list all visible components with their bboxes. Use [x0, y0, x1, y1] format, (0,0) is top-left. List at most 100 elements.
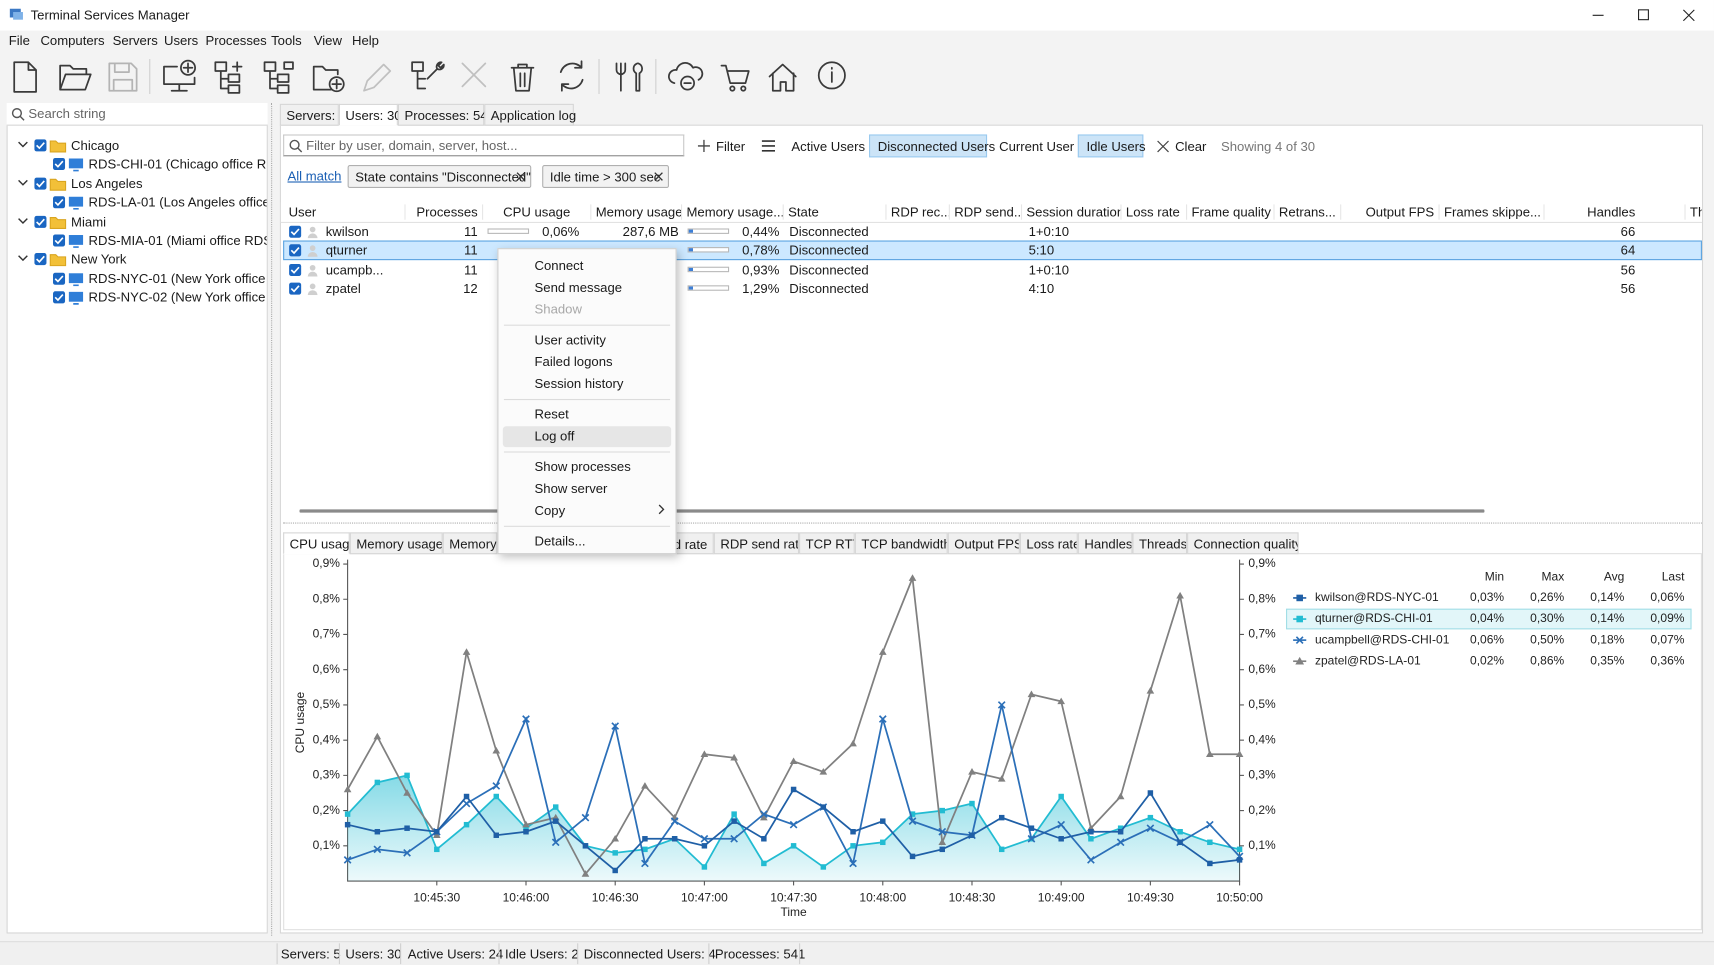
menu-item[interactable]: File — [8, 32, 30, 49]
tab[interactable]: Processes: 541 — [397, 103, 495, 126]
marker — [731, 818, 737, 824]
column-header[interactable]: RDP send... — [948, 204, 1021, 220]
chart-tab[interactable]: CPU usage — [283, 532, 350, 555]
current-user-button[interactable]: Current User — [999, 138, 1075, 155]
context-menu-item[interactable]: Connect — [534, 257, 584, 274]
checkbox[interactable] — [52, 158, 66, 171]
menu-item[interactable]: Processes — [205, 32, 267, 49]
tree-server[interactable]: RDS-NYC-02 (New York office - se — [88, 289, 267, 306]
chart-tab[interactable]: TCP bandwidth — [854, 532, 948, 555]
expand-arrow[interactable] — [17, 141, 28, 150]
panel-splitter[interactable] — [283, 522, 1702, 525]
disconnected-users-button[interactable]: Disconnected Users — [869, 134, 995, 158]
chart-tab[interactable]: Connection quality — [1187, 532, 1299, 555]
marker — [849, 739, 857, 747]
window-controls[interactable] — [1574, 0, 1714, 31]
idle-users-button[interactable]: Idle Users — [1077, 134, 1146, 158]
chart-tab[interactable]: Loss rate — [1019, 532, 1078, 555]
tab[interactable]: Servers: 5 — [279, 103, 346, 126]
chip-remove[interactable] — [654, 172, 664, 182]
tab[interactable]: Application log — [484, 103, 576, 126]
column-header[interactable]: Handles — [1543, 204, 1639, 220]
tree-server[interactable]: RDS-NYC-01 (New York office - pr — [88, 270, 267, 287]
context-menu-item[interactable]: User activity — [534, 332, 606, 348]
chart-tab[interactable]: Memory — [442, 532, 498, 555]
checkbox[interactable] — [34, 177, 47, 190]
chart-tab[interactable]: TCP RTT — [799, 532, 855, 555]
checkbox[interactable] — [289, 263, 302, 276]
match-mode-link[interactable]: All match — [287, 168, 342, 184]
context-menu-item[interactable]: Session history — [534, 376, 624, 392]
menu-item[interactable]: Users — [163, 32, 199, 49]
column-header[interactable]: Th — [1684, 204, 1702, 220]
chart-tab[interactable]: Output FPS — [947, 532, 1020, 555]
menu-item[interactable]: Help — [351, 32, 379, 49]
column-header[interactable]: Session duration — [1020, 204, 1120, 220]
tree-group[interactable]: Los Angeles — [71, 175, 143, 192]
column-header[interactable]: Processes — [404, 204, 482, 220]
column-header[interactable]: Memory usage — [590, 204, 681, 220]
toolbar[interactable] — [0, 52, 874, 100]
expand-arrow[interactable] — [17, 179, 28, 188]
menu-item[interactable]: View — [313, 32, 342, 49]
checkbox[interactable] — [52, 272, 66, 285]
h-scrollbar[interactable] — [299, 509, 1485, 513]
expand-arrow[interactable] — [17, 217, 28, 226]
tree-server[interactable]: RDS-CHI-01 (Chicago office RDS s — [88, 156, 267, 173]
checkbox-box — [34, 253, 47, 266]
checkbox[interactable] — [52, 196, 66, 209]
search-box[interactable] — [6, 102, 268, 126]
chart-tab[interactable]: Handles — [1077, 532, 1133, 555]
column-header[interactable]: CPU usage — [482, 204, 590, 220]
context-menu-item[interactable]: Show processes — [534, 459, 631, 475]
tree-group[interactable]: New York — [71, 251, 127, 268]
checkbox[interactable] — [34, 215, 47, 228]
checkbox[interactable] — [52, 234, 66, 247]
context-menu-item[interactable]: Copy — [534, 502, 566, 519]
column-header[interactable]: Loss rate — [1120, 204, 1186, 220]
active-users-button[interactable]: Active Users — [791, 138, 866, 155]
tree-group[interactable]: Miami — [71, 213, 107, 230]
chart-tab[interactable]: Memory usage — [349, 532, 443, 555]
column-header[interactable]: Frames skippe... — [1438, 204, 1544, 220]
checkbox[interactable] — [289, 225, 302, 238]
tab[interactable]: Users: 30 — [338, 103, 402, 126]
column-header[interactable]: Retrans... — [1273, 204, 1340, 220]
menu-item[interactable]: Computers — [40, 32, 105, 49]
splitter[interactable] — [271, 102, 273, 936]
tree-group[interactable]: Chicago — [71, 137, 120, 154]
checkbox[interactable] — [289, 244, 302, 257]
column-header[interactable]: Frame quality — [1186, 204, 1273, 220]
checkbox[interactable] — [34, 253, 47, 266]
column-header[interactable]: State — [782, 204, 886, 220]
checkbox[interactable] — [52, 291, 66, 304]
context-menu-item[interactable]: Log off — [534, 428, 575, 444]
chart-tab[interactable]: Threads — [1132, 532, 1188, 555]
column-header[interactable]: Output FPS — [1340, 204, 1438, 220]
tree-server[interactable]: RDS-MIA-01 (Miami office RDS se — [88, 232, 267, 249]
chip-text: State contains "Disconnected" — [355, 169, 531, 185]
expand-arrow[interactable] — [17, 255, 28, 264]
context-menu-item[interactable]: Details... — [534, 533, 586, 549]
checkbox[interactable] — [34, 139, 47, 152]
filter-input[interactable] — [283, 134, 685, 157]
filter-button[interactable]: Filter — [715, 138, 746, 155]
context-menu-item[interactable]: Failed logons — [534, 354, 613, 370]
chip-remove[interactable] — [516, 172, 526, 182]
context-menu-item[interactable]: Send message — [534, 279, 623, 296]
condition-chip[interactable]: State contains "Disconnected" — [347, 165, 532, 189]
checkbox[interactable] — [289, 282, 302, 295]
chart-tab[interactable]: d rate — [675, 532, 714, 555]
context-menu-item[interactable]: Reset — [534, 406, 569, 422]
condition-chip[interactable]: Idle time > 300 sec — [542, 165, 669, 189]
column-header[interactable]: User — [288, 204, 317, 220]
menu-item[interactable]: Servers — [112, 32, 158, 49]
column-header[interactable]: Memory usage... — [681, 204, 783, 220]
tree-server[interactable]: RDS-LA-01 (Los Angeles office RD — [88, 194, 267, 211]
context-menu-item[interactable]: Show server — [534, 480, 608, 497]
chart-tab[interactable]: RDP send rate — [713, 532, 800, 555]
mem-bar — [687, 247, 730, 253]
clear-button[interactable]: Clear — [1175, 138, 1207, 155]
column-header[interactable]: RDP rec... — [885, 204, 949, 220]
menu-item[interactable]: Tools — [271, 32, 302, 49]
